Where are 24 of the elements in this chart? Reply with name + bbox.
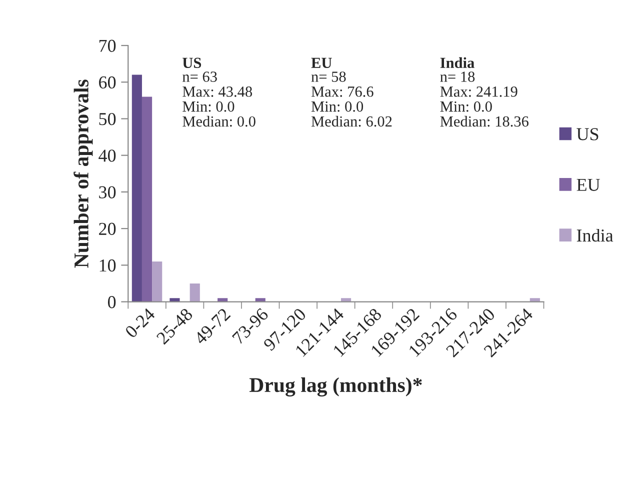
y-tick-label: 20 xyxy=(99,222,116,235)
annotation: US xyxy=(182,58,202,68)
y-tick-label: 60 xyxy=(99,76,116,89)
y-tick-label: 40 xyxy=(98,150,116,162)
y-axis-title: Number of approvals xyxy=(74,80,93,268)
bar xyxy=(132,74,142,302)
legend-label: EU xyxy=(576,178,600,191)
bar xyxy=(142,96,152,302)
x-tick-label: 0-24 xyxy=(124,307,156,339)
y-tick-label: 30 xyxy=(99,186,116,198)
annotation: n= 18 Max: 241.19 Min: 0.0 Median: 18.36 xyxy=(440,72,528,127)
y-tick-label: 0 xyxy=(108,296,116,308)
annotation: n= 58 Max: 76.6 Min: 0.0 Median: 6.02 xyxy=(311,72,392,127)
x-axis-title: Drug lag (months)* xyxy=(250,377,422,396)
y-tick-label: 10 xyxy=(100,259,116,272)
bar xyxy=(190,283,200,302)
bar xyxy=(152,262,162,302)
annotation: n= 63 Max: 43.48 Min: 0.0 Median: 0.0 xyxy=(182,72,256,127)
annotation: India xyxy=(440,57,474,68)
y-tick-label: 70 xyxy=(99,40,116,52)
legend-label: India xyxy=(576,228,614,242)
y-tick-label: 50 xyxy=(99,112,116,126)
annotation: EU xyxy=(311,58,332,68)
legend-label: US xyxy=(576,128,598,140)
